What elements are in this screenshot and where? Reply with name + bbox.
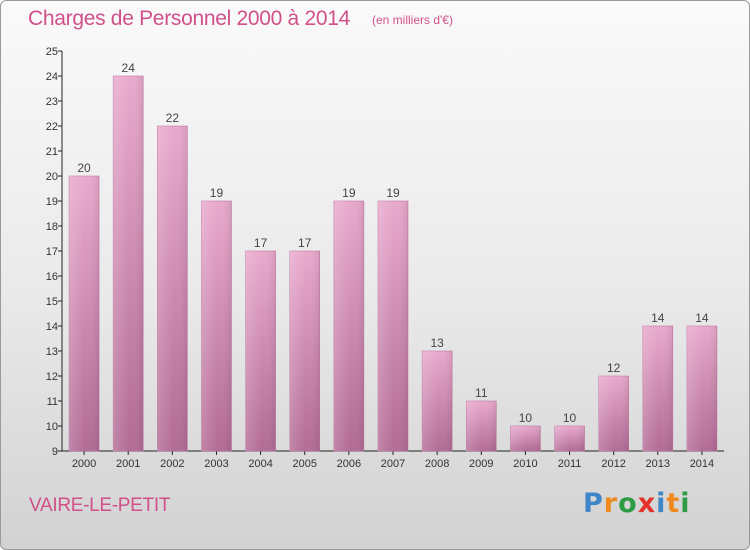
proxiti-logo: Proxiti [583, 488, 691, 519]
bar-shade [686, 326, 717, 451]
x-tick-label: 2014 [690, 458, 714, 470]
data-label: 20 [77, 161, 91, 175]
data-label: 13 [430, 336, 444, 350]
x-tick-label: 2004 [248, 458, 272, 470]
y-tick-label: 12 [46, 371, 58, 383]
bar-shade [245, 251, 276, 451]
logo-letter: o [618, 488, 638, 519]
data-label: 14 [651, 311, 665, 325]
y-tick-label: 25 [46, 46, 58, 58]
data-label: 24 [122, 61, 136, 75]
bar-shade [333, 201, 364, 451]
bars [68, 75, 718, 452]
data-label: 22 [166, 111, 180, 125]
y-tick-label: 24 [46, 71, 58, 83]
y-tick-label: 18 [46, 221, 58, 233]
y-tick-label: 17 [46, 246, 58, 258]
bar-shade [378, 201, 408, 451]
bar-shade [422, 351, 453, 451]
chart-subtitle: (en milliers d'€) [372, 13, 453, 27]
x-tick-label: 2001 [116, 458, 140, 470]
bar-shade [554, 426, 585, 451]
chart-title: Charges de Personnel 2000 à 2014 [28, 7, 350, 30]
x-tick-label: 2012 [601, 458, 625, 470]
data-label: 19 [386, 186, 400, 200]
value-labels: 20 24 22 19 17 17 19 19 13 11 10 10 12 14 14 [77, 61, 709, 425]
y-tick-label: 21 [46, 146, 58, 158]
y-tick-label: 19 [46, 196, 58, 208]
logo-letter: x [637, 488, 657, 519]
y-tick-label: 9 [52, 446, 58, 458]
bar-shade [642, 326, 673, 451]
x-tick-label: 2007 [381, 458, 405, 470]
y-tick-label: 20 [46, 171, 58, 183]
logo-letter: P [583, 488, 604, 519]
bar-shade [69, 176, 100, 451]
commune-name: VAIRE-LE-PETIT [29, 495, 171, 516]
bar-shade [157, 126, 188, 451]
y-tick-label: 22 [46, 121, 58, 133]
x-tick-label: 2010 [513, 458, 537, 470]
bar-shade [466, 401, 497, 451]
data-label: 17 [254, 236, 268, 250]
bar-shade [598, 376, 629, 451]
data-label: 14 [695, 311, 709, 325]
x-tick-label: 2006 [337, 458, 361, 470]
data-label: 19 [210, 186, 224, 200]
y-tick-label: 13 [46, 346, 58, 358]
bar-shade [201, 201, 232, 451]
bar-shade [289, 251, 320, 451]
y-tick-label: 10 [46, 421, 58, 433]
y-tick-label: 11 [47, 396, 58, 408]
logo-letter: i [680, 488, 691, 519]
data-label: 19 [342, 186, 356, 200]
data-label: 11 [475, 386, 488, 400]
data-label: 10 [563, 411, 577, 425]
data-label: 10 [519, 411, 533, 425]
x-tick-label: 2008 [425, 458, 449, 470]
x-tick-label: 2002 [160, 458, 184, 470]
x-tick-label: 2000 [72, 458, 96, 470]
x-tick-label: 2011 [558, 458, 582, 470]
x-tick-label: 2003 [204, 458, 228, 470]
x-tick-label: 2005 [292, 458, 316, 470]
x-tick-label: 2009 [469, 458, 493, 470]
data-label: 17 [298, 236, 312, 250]
y-tick-label: 15 [46, 296, 58, 308]
x-tick-label: 2013 [646, 458, 670, 470]
y-tick-label: 16 [46, 271, 58, 283]
logo-letter: t [666, 488, 681, 519]
y-tick-label: 14 [46, 321, 58, 333]
logo-letter: r [603, 488, 619, 519]
data-label: 12 [607, 361, 621, 375]
bar-shade [113, 76, 144, 451]
logo-letter: i [656, 488, 667, 519]
y-tick-label: 23 [46, 96, 58, 108]
bar-shade [510, 426, 541, 451]
